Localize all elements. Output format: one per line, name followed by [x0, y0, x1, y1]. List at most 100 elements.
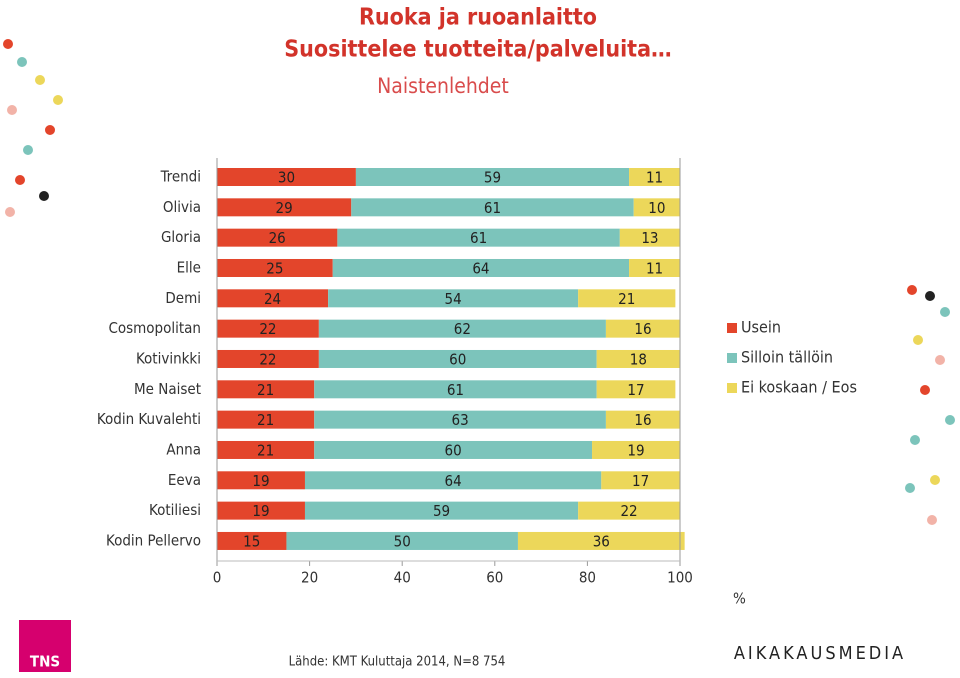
data-label: 19 — [252, 502, 269, 520]
confetti — [3, 39, 955, 525]
bar-segment — [629, 258, 680, 277]
bar-segment — [633, 198, 680, 217]
data-label: 50 — [394, 532, 411, 550]
source: Lähde: KMT Kuluttaja 2014, N=8 754 — [289, 655, 506, 670]
bar-segment — [217, 319, 319, 338]
bar-segment — [217, 471, 305, 490]
data-label: 61 — [484, 199, 501, 217]
data-label: 15 — [243, 532, 260, 550]
x-tick-label: 0 — [213, 569, 222, 587]
data-label: 16 — [634, 411, 651, 429]
data-label: 61 — [447, 381, 464, 399]
y-tick-label: Gloria — [161, 228, 201, 246]
data-label: 10 — [648, 199, 665, 217]
data-label: 54 — [445, 290, 462, 308]
chart-subtitle: Suosittelee tuotteita/palveluita… — [284, 37, 671, 63]
y-tick-label: Me Naiset — [134, 380, 201, 398]
bar-segment — [217, 410, 315, 429]
bar-segment — [601, 471, 680, 490]
logo: TNS — [30, 653, 60, 671]
data-label: 29 — [276, 199, 293, 217]
bar-segment — [596, 380, 676, 399]
bar-segment — [318, 319, 606, 338]
data-label: 21 — [257, 381, 274, 399]
bar-segment — [217, 289, 329, 308]
bar-segment — [314, 410, 606, 429]
data-label: 60 — [449, 350, 466, 368]
bar-segment — [318, 349, 597, 368]
bar-segment — [217, 531, 287, 550]
x-tick-label: 60 — [486, 569, 503, 587]
data-label: 63 — [451, 411, 468, 429]
legend-swatch — [727, 383, 737, 393]
y-tick-label: Kodin Pellervo — [106, 531, 201, 549]
x-tick-label: 40 — [394, 569, 411, 587]
y-tick-label: Olivia — [163, 198, 201, 216]
legend-swatch — [727, 323, 737, 333]
y-tick-label: Trendi — [160, 168, 201, 186]
data-label: 36 — [593, 532, 610, 550]
bar-segment — [314, 380, 597, 399]
bar-segment — [217, 440, 315, 459]
logo: AIKAKAUSMEDIA — [734, 643, 906, 664]
axis-unit: % — [733, 590, 746, 608]
data-label: 60 — [445, 441, 462, 459]
data-label: 11 — [646, 259, 663, 277]
bar-segment — [217, 380, 315, 399]
data-label: 19 — [627, 441, 644, 459]
legend-label: Ei koskaan / Eos — [741, 378, 857, 397]
legend-label: Usein — [741, 318, 781, 337]
bar-segment — [355, 168, 630, 186]
data-label: 59 — [484, 169, 501, 187]
x-tick-label: 20 — [301, 569, 318, 587]
bar-segment — [592, 440, 680, 459]
logo-box — [19, 620, 71, 672]
bar-segment — [304, 501, 579, 520]
bar-segment — [351, 198, 634, 217]
data-label: 61 — [470, 229, 487, 247]
bar-segment — [629, 168, 680, 186]
chart-title: Ruoka ja ruoanlaitto — [359, 5, 597, 31]
bar-segment — [217, 258, 333, 277]
data-label: 18 — [630, 350, 647, 368]
data-label: 25 — [266, 259, 283, 277]
data-label: 64 — [445, 472, 462, 490]
bar-segment — [578, 501, 680, 520]
bar-segment — [619, 228, 680, 247]
bar-segment — [314, 440, 593, 459]
data-label: 21 — [257, 441, 274, 459]
bar-segment — [578, 289, 676, 308]
bar-segment — [217, 228, 338, 247]
bar-segment — [217, 349, 319, 368]
y-tick-label: Anna — [166, 440, 201, 458]
bar-segment — [217, 501, 305, 520]
data-label: 24 — [264, 290, 281, 308]
bar-segment — [517, 531, 685, 550]
bar-segment — [332, 258, 630, 277]
data-label: 21 — [618, 290, 635, 308]
y-tick-label: Kodin Kuvalehti — [97, 410, 201, 428]
bar-segment — [337, 228, 620, 247]
data-label: 19 — [252, 472, 269, 490]
data-label: 21 — [257, 411, 274, 429]
bar-segment — [304, 471, 602, 490]
bar-segment — [605, 319, 680, 338]
bar-segment — [217, 198, 352, 217]
x-tick-label: 80 — [579, 569, 596, 587]
x-tick-label: 100 — [667, 569, 693, 587]
data-label: 17 — [627, 381, 644, 399]
data-label: 64 — [472, 259, 489, 277]
data-label: 16 — [634, 320, 651, 338]
data-label: 22 — [259, 320, 276, 338]
y-tick-label: Cosmopolitan — [108, 319, 201, 337]
bar-segment — [328, 289, 579, 308]
y-tick-label: Kotiliesi — [149, 501, 201, 519]
data-label: 22 — [620, 502, 637, 520]
data-label: 22 — [259, 350, 276, 368]
data-label: 11 — [646, 169, 663, 187]
data-label: 30 — [278, 169, 295, 187]
legend-label: Silloin tällöin — [741, 348, 833, 367]
bar-segment — [286, 531, 518, 550]
data-label: 26 — [269, 229, 286, 247]
